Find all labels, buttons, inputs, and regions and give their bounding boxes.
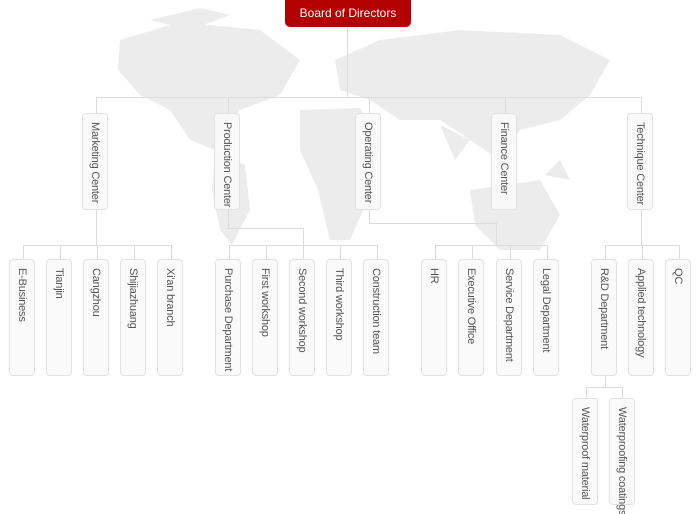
- connector: [96, 210, 97, 245]
- connector: [229, 245, 230, 259]
- connector: [134, 245, 135, 259]
- node-label: R&D Department: [598, 268, 610, 349]
- department-node[interactable]: Applied technology: [628, 259, 654, 376]
- node-label: Second workshop: [296, 268, 308, 353]
- node-label: Shijiazhuang: [127, 268, 139, 329]
- connector: [622, 387, 623, 398]
- node-label: Legal Department: [540, 268, 552, 353]
- connector: [60, 245, 61, 259]
- marketing-center-node[interactable]: Marketing Center: [82, 113, 108, 210]
- connector: [23, 245, 24, 259]
- node-label: Applied technology: [635, 268, 647, 358]
- connector: [228, 97, 229, 113]
- node-label: First workshop: [259, 268, 271, 337]
- connector: [679, 245, 680, 259]
- finance-center-node[interactable]: Finance Center: [491, 113, 517, 210]
- connector: [641, 97, 642, 113]
- production-center-node[interactable]: Production Center: [214, 113, 240, 210]
- department-node[interactable]: Legal Department: [533, 259, 559, 376]
- node-label: Waterproofing coatings: [616, 407, 628, 514]
- node-label: E-Business: [16, 268, 28, 322]
- department-node[interactable]: Service Department: [496, 259, 522, 376]
- node-label: Executive Office: [465, 268, 477, 345]
- connector: [641, 210, 642, 245]
- department-node[interactable]: Xi'an branch: [157, 259, 183, 376]
- connector: [605, 245, 606, 259]
- connector: [496, 223, 497, 245]
- node-label: Third workshop: [333, 268, 345, 341]
- department-node[interactable]: Tianjin: [46, 259, 72, 376]
- node-label: Marketing Center: [89, 122, 101, 204]
- node-label: Tianjin: [53, 268, 65, 299]
- node-label: Purchase Department: [222, 268, 234, 372]
- node-label: Production Center: [221, 122, 233, 208]
- department-node[interactable]: Purchase Department: [215, 259, 241, 376]
- department-node[interactable]: Third workshop: [326, 259, 352, 376]
- department-node[interactable]: R&D Department: [591, 259, 617, 376]
- node-label: QC: [672, 268, 684, 285]
- node-label: Technique Center: [634, 122, 646, 206]
- operating-center-node[interactable]: Operating Center: [355, 113, 381, 210]
- connector: [171, 245, 172, 259]
- connector: [642, 245, 643, 259]
- connector: [369, 210, 370, 223]
- node-label: Construction team: [370, 268, 382, 354]
- node-label: Xi'an branch: [164, 268, 176, 327]
- node-label: Waterproof material: [579, 407, 591, 500]
- department-node[interactable]: Second workshop: [289, 259, 315, 376]
- department-node[interactable]: QC: [665, 259, 691, 376]
- connector: [303, 228, 304, 245]
- connector: [435, 245, 436, 259]
- connector: [472, 245, 473, 259]
- connector: [266, 245, 267, 259]
- department-node[interactable]: Executive Office: [458, 259, 484, 376]
- connector: [505, 97, 506, 113]
- department-node[interactable]: HR: [421, 259, 447, 376]
- node-label: Finance Center: [498, 122, 510, 195]
- connector: [97, 245, 98, 259]
- board-of-directors-node[interactable]: Board of Directors: [285, 0, 411, 27]
- connector: [605, 376, 606, 387]
- department-node[interactable]: Shijiazhuang: [120, 259, 146, 376]
- connector: [547, 245, 548, 259]
- node-label: Operating Center: [362, 122, 374, 204]
- connector: [510, 245, 511, 259]
- connector: [303, 245, 304, 259]
- connector: [96, 97, 97, 113]
- connector: [228, 210, 229, 228]
- node-label: Service Department: [503, 268, 515, 362]
- connector: [228, 228, 303, 229]
- department-node[interactable]: E-Business: [9, 259, 35, 376]
- waterproof-material-node[interactable]: Waterproof material: [572, 398, 598, 505]
- connector: [586, 387, 623, 388]
- department-node[interactable]: Construction team: [363, 259, 389, 376]
- connector: [369, 97, 370, 113]
- node-label: HR: [428, 268, 440, 284]
- waterproofing-coatings-node[interactable]: Waterproofing coatings: [609, 398, 635, 514]
- connector: [347, 27, 348, 97]
- connector: [377, 245, 378, 259]
- department-node[interactable]: Cangzhou: [83, 259, 109, 376]
- connector: [435, 245, 548, 246]
- connector: [586, 387, 587, 398]
- department-node[interactable]: First workshop: [252, 259, 278, 376]
- technique-center-node[interactable]: Technique Center: [627, 113, 653, 210]
- connector: [340, 245, 341, 259]
- connector: [369, 223, 496, 224]
- node-label: Cangzhou: [90, 268, 102, 317]
